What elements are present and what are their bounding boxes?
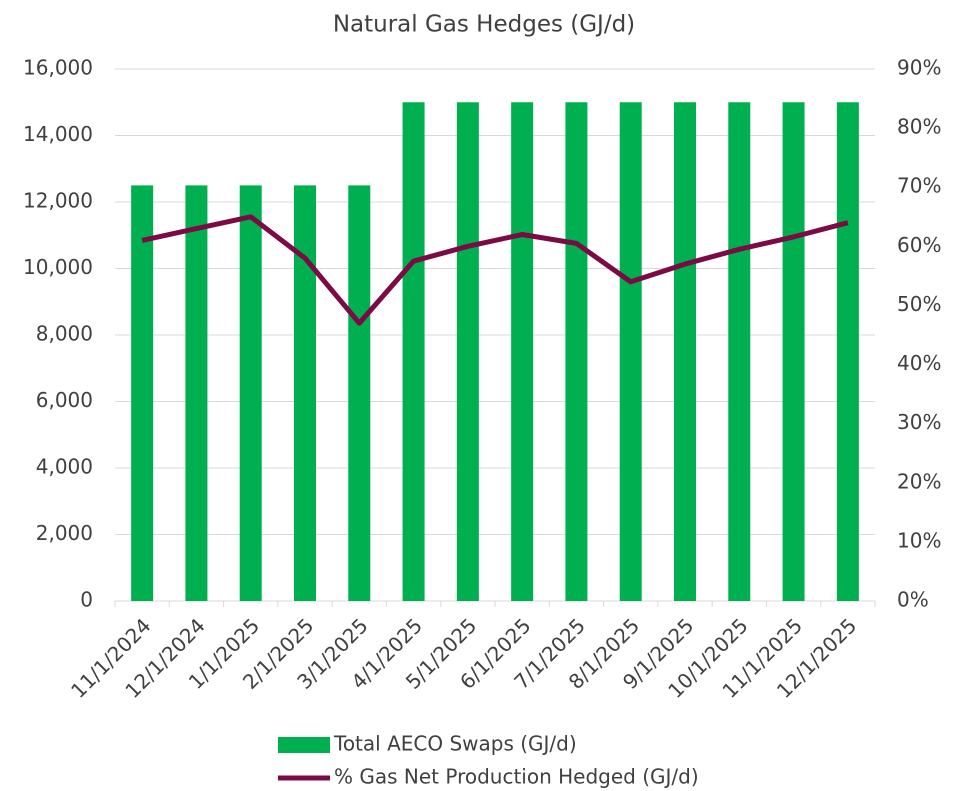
bar [239, 185, 262, 601]
y2-tick-label: 40% [897, 351, 941, 375]
y-tick-label: 10,000 [23, 255, 93, 279]
bar [565, 102, 588, 601]
legend-swatch [278, 737, 330, 753]
y2-tick-label: 20% [897, 469, 941, 493]
bar [511, 102, 534, 601]
bar [674, 102, 696, 601]
y2-tick-label: 90% [897, 56, 941, 80]
bar [619, 102, 642, 601]
y2-tick-label: 10% [897, 528, 941, 552]
bar [348, 185, 371, 601]
y2-tick-label: 30% [897, 410, 941, 434]
bar [294, 185, 316, 601]
chart-title: Natural Gas Hedges (GJ/d) [333, 12, 635, 38]
y-tick-label: 6,000 [36, 388, 93, 412]
bar [836, 102, 859, 601]
bar [782, 102, 805, 601]
y-tick-label: 2,000 [36, 521, 93, 545]
line [141, 214, 849, 326]
y2-tick-label: 80% [897, 115, 941, 139]
y2-tick-label: 0% [897, 588, 929, 612]
bar [728, 102, 751, 601]
bar [402, 102, 425, 601]
y-tick-label: 0 [80, 588, 93, 612]
legend-label: Total AECO Swaps (GJ/d) [333, 732, 577, 756]
bar [456, 102, 479, 601]
y-tick-label: 16,000 [23, 56, 93, 80]
bar [131, 185, 154, 601]
y2-tick-label: 50% [897, 292, 941, 316]
bar [185, 185, 208, 601]
y-tick-label: 4,000 [36, 455, 93, 479]
y-tick-label: 14,000 [23, 122, 93, 146]
y-tick-label: 8,000 [36, 322, 93, 346]
y2-tick-label: 70% [897, 174, 941, 198]
y-tick-label: 12,000 [23, 189, 93, 213]
y2-tick-label: 60% [897, 233, 941, 257]
legend-label: % Gas Net Production Hedged (GJ/d) [334, 765, 699, 789]
